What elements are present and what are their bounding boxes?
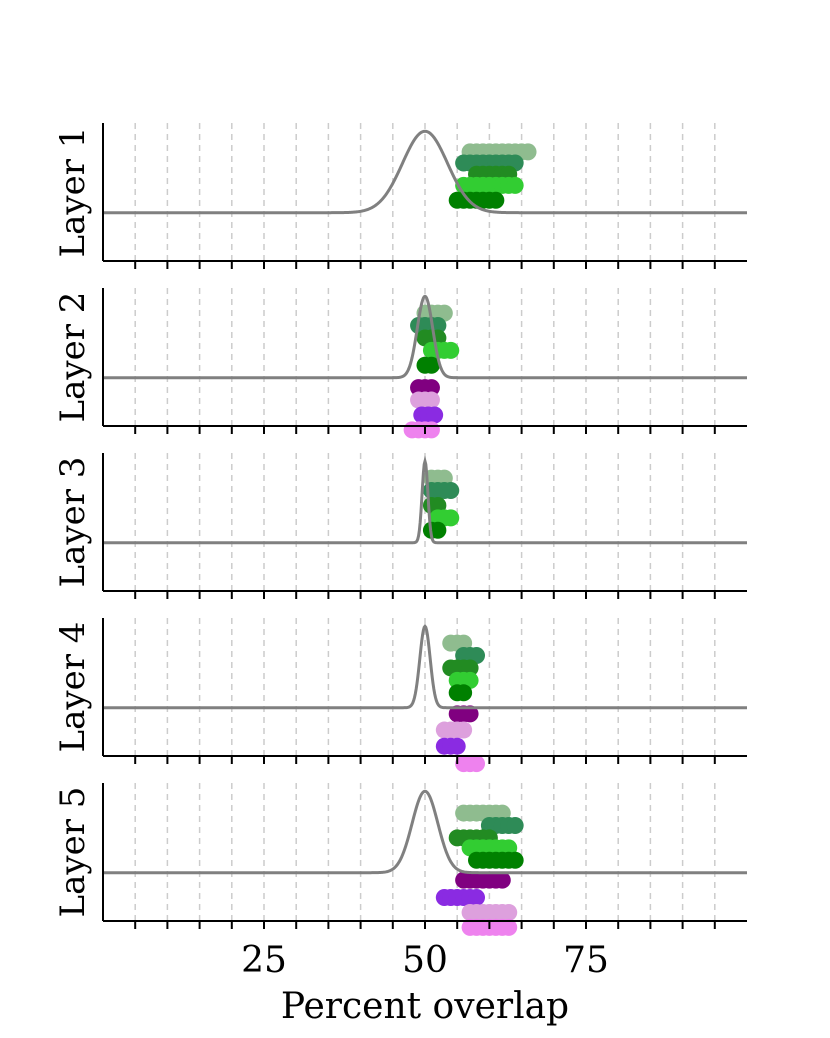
y-axis-title: Layer 5 bbox=[53, 787, 93, 918]
data-point bbox=[519, 143, 537, 161]
data-point bbox=[448, 737, 466, 755]
panels: Layer 1 Layer 2 Layer 3 Layer 4 Layer 5 bbox=[53, 123, 747, 936]
data-point bbox=[500, 918, 518, 936]
panel-layer-5: Layer 5 bbox=[53, 783, 747, 936]
panel-layer-2: Layer 2 bbox=[53, 288, 747, 439]
x-tick-label: 50 bbox=[402, 940, 448, 981]
data-point bbox=[487, 191, 505, 209]
data-point bbox=[442, 509, 460, 527]
y-axis-title: Layer 4 bbox=[53, 622, 93, 753]
x-tick-label: 25 bbox=[241, 940, 287, 981]
data-point bbox=[493, 871, 511, 889]
x-tick-label: 75 bbox=[563, 940, 609, 981]
density-curve bbox=[103, 455, 747, 545]
data-point bbox=[506, 817, 524, 835]
y-axis-title: Layer 3 bbox=[53, 457, 93, 588]
data-point bbox=[426, 406, 444, 424]
data-point bbox=[500, 903, 518, 921]
data-point bbox=[506, 851, 524, 869]
panel-layer-3: Layer 3 bbox=[53, 453, 747, 599]
panel-layer-1: Layer 1 bbox=[53, 123, 747, 269]
x-axis-title: Percent overlap bbox=[281, 986, 569, 1027]
data-point bbox=[422, 391, 440, 409]
panel-layer-4: Layer 4 bbox=[53, 618, 747, 773]
x-axis-labels: 25 50 75 bbox=[241, 940, 609, 981]
density-curve bbox=[103, 623, 747, 710]
data-point bbox=[506, 176, 524, 194]
density-curve bbox=[103, 129, 747, 215]
data-point bbox=[429, 521, 447, 539]
data-point bbox=[442, 482, 460, 500]
data-point bbox=[455, 721, 473, 739]
data-point bbox=[422, 356, 440, 374]
y-axis-title: Layer 2 bbox=[53, 292, 93, 423]
data-point bbox=[442, 341, 460, 359]
data-point bbox=[468, 889, 486, 907]
data-point bbox=[468, 755, 486, 773]
density-curve bbox=[103, 789, 747, 875]
data-point bbox=[455, 684, 473, 702]
density-curve bbox=[103, 294, 747, 380]
data-point bbox=[461, 705, 479, 723]
y-axis-title: Layer 1 bbox=[53, 127, 93, 258]
